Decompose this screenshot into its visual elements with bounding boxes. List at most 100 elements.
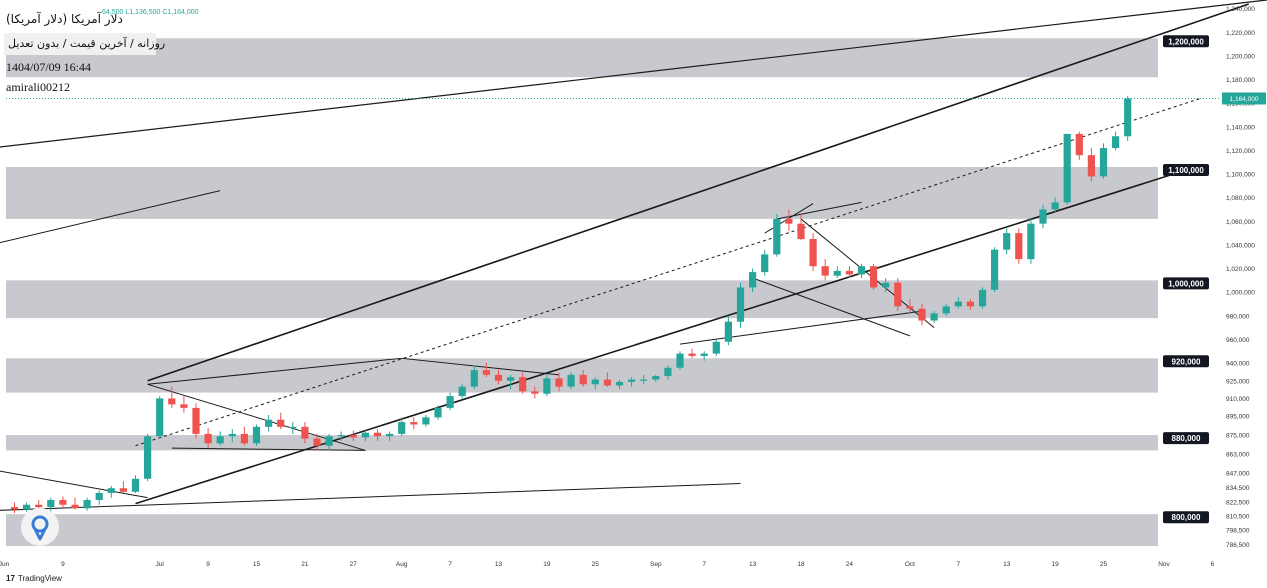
y-tick-label: 940,000 [1226, 361, 1250, 368]
x-tick-label: 25 [592, 561, 600, 568]
bearish-candle [579, 374, 587, 385]
zone-tag [1163, 35, 1209, 48]
zone-tag [1163, 355, 1209, 368]
pin-logo-icon[interactable] [21, 508, 59, 546]
trend-line [0, 190, 221, 244]
bullish-candle [252, 426, 261, 444]
bullish-candle [289, 426, 297, 429]
bullish-candle [712, 341, 720, 354]
y-tick-label: 1,120,000 [1226, 148, 1255, 155]
x-tick-label: 13 [495, 561, 503, 568]
support-resistance-zone [6, 166, 1158, 219]
bullish-candle [1124, 98, 1132, 137]
y-tick-label: 1,220,000 [1226, 30, 1255, 37]
bullish-candle [628, 379, 636, 382]
subtitle-box [4, 33, 156, 55]
bearish-candle [918, 308, 926, 321]
bullish-candle [833, 270, 841, 276]
bearish-candle [204, 433, 212, 444]
trend-line [679, 310, 923, 345]
y-tick-label: 1,080,000 [1226, 195, 1255, 202]
bearish-candle [555, 378, 563, 387]
x-tick-label: 27 [350, 561, 358, 568]
y-tick-label: 863,000 [1226, 451, 1250, 458]
bullish-candle [398, 422, 406, 434]
bullish-candle [95, 492, 103, 501]
y-tick-label: 822,500 [1226, 499, 1250, 506]
y-tick-label: 847,000 [1226, 470, 1250, 477]
y-tick-label: 895,000 [1226, 414, 1250, 421]
y-tick-label: 798,500 [1226, 528, 1250, 535]
zone-tag [1163, 511, 1209, 524]
bearish-candle [71, 504, 79, 509]
bullish-candle [1112, 136, 1120, 149]
bullish-candle [1051, 202, 1059, 210]
bullish-candle [761, 254, 769, 273]
bullish-candle [325, 436, 333, 446]
bullish-candle [942, 306, 950, 314]
bullish-candle [216, 436, 224, 444]
bearish-candle [277, 419, 285, 427]
x-tick-label: 19 [543, 561, 551, 568]
bullish-candle [991, 249, 999, 290]
bearish-candle [809, 239, 817, 267]
bullish-candle [567, 374, 575, 387]
bullish-candle [131, 478, 140, 492]
support-resistance-zone [6, 514, 1158, 547]
bearish-candle [797, 223, 805, 240]
bullish-candle [83, 500, 91, 509]
bearish-candle [240, 433, 248, 444]
support-resistance-zone [6, 280, 1158, 319]
bearish-candle [373, 432, 382, 437]
support-resistance-zone [6, 38, 1158, 78]
trend-line [0, 470, 148, 499]
trend-line [171, 447, 366, 451]
y-tick-label: 786,500 [1226, 542, 1250, 549]
y-tick-label: 1,140,000 [1226, 124, 1255, 131]
bullish-candle [676, 353, 684, 368]
bullish-candle [1099, 148, 1108, 177]
bullish-candle [422, 417, 430, 425]
tradingview-brand[interactable]: 17 TradingView [6, 574, 62, 583]
x-tick-label: Sep [650, 561, 662, 568]
x-tick-label: 9 [206, 561, 210, 568]
x-tick-label: 6 [1211, 561, 1215, 568]
bullish-candle [156, 398, 164, 437]
date-stamp: 1404/07/09 16:44 [6, 60, 92, 74]
bearish-candle [821, 266, 829, 276]
y-tick-label: 1,200,000 [1226, 53, 1255, 60]
bullish-candle [736, 287, 745, 322]
y-tick-label: 1,040,000 [1226, 242, 1255, 249]
x-tick-label: Nov [1158, 561, 1170, 568]
bearish-candle [349, 435, 357, 438]
x-tick-label: 15 [253, 561, 261, 568]
x-tick-label: 7 [702, 561, 706, 568]
bullish-candle [47, 500, 55, 508]
bearish-candle [168, 398, 176, 405]
x-tick-label: Aug [396, 561, 408, 568]
bearish-candle [313, 438, 321, 446]
bullish-candle [749, 272, 757, 288]
x-tick-label: 7 [956, 561, 960, 568]
zone-tag-label: 800,000 [1172, 513, 1201, 522]
y-tick-label: 1,180,000 [1226, 77, 1255, 84]
author-name: amirali00212 [6, 80, 70, 94]
bearish-candle [35, 504, 43, 508]
trend-line [776, 201, 862, 220]
bullish-candle [930, 313, 938, 321]
bullish-candle [361, 432, 369, 438]
current-price-label: 1,164,000 [1230, 96, 1259, 103]
bearish-candle [1087, 155, 1095, 177]
bearish-candle [519, 377, 527, 392]
bullish-candle [507, 377, 515, 381]
bullish-candle [228, 433, 236, 437]
bullish-candle [23, 504, 31, 510]
bullish-candle [857, 266, 866, 275]
support-resistance-zone [6, 435, 1158, 451]
chart-title: دلار آمریکا (دلار آمریکا) [6, 12, 123, 26]
bullish-candle [107, 488, 115, 493]
bullish-candle [434, 407, 442, 418]
x-tick-label: 18 [797, 561, 805, 568]
brand-label: TradingView [17, 574, 62, 583]
